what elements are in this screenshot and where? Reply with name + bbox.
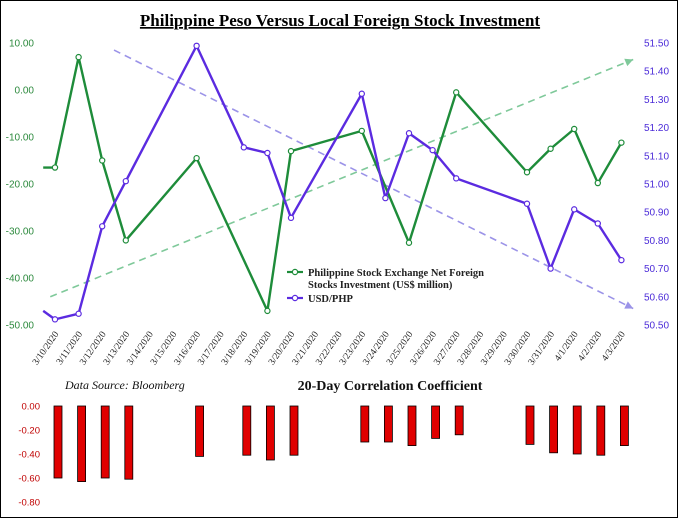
point-stock xyxy=(405,239,413,246)
point-stock xyxy=(193,154,200,162)
right-axis-tick: 51.00 xyxy=(644,180,669,191)
correlation-bar xyxy=(549,405,558,454)
point-usdphp xyxy=(571,206,578,213)
series-layer xyxy=(42,42,625,323)
point-stock xyxy=(523,169,531,176)
correlation-title: 20-Day Correlation Coefficient xyxy=(298,379,483,394)
right-axis-tick: 50.60 xyxy=(644,292,669,303)
correlation-bar xyxy=(454,405,464,436)
point-stock xyxy=(594,179,602,187)
point-usdphp xyxy=(358,90,365,97)
correlation-bar xyxy=(525,405,535,445)
right-axis-tick: 51.40 xyxy=(644,67,669,78)
legend-label-usdphp: USD/PHP xyxy=(308,294,354,305)
correlation-chart: Data Source: Bloomberg 20-Day Correlatio… xyxy=(18,378,629,509)
main-chart: Philippine Peso Versus Local Foreign Sto… xyxy=(6,11,670,368)
correlation-bar xyxy=(596,405,606,456)
correlation-bars xyxy=(53,405,629,482)
point-stock xyxy=(264,307,271,315)
legend-marker-stock xyxy=(291,268,299,276)
trendline-down xyxy=(113,49,634,310)
correlation-bar xyxy=(360,405,370,443)
point-usdphp xyxy=(122,177,130,185)
point-usdphp xyxy=(51,316,59,323)
left-axis-tick: -30.00 xyxy=(6,227,35,238)
correlation-bar xyxy=(100,405,110,479)
point-usdphp xyxy=(429,146,436,154)
legend-label-stock: Philippine Stock Exchange Net Foreign Sto… xyxy=(308,268,484,291)
corr-axis-tick: 0.00 xyxy=(22,402,41,413)
correlation-bar xyxy=(53,405,63,479)
correlation-axes: 0.00 -0.20 -0.40 -0.60 -0.80 xyxy=(18,402,40,509)
point-usdphp xyxy=(618,256,625,264)
right-axis-tick: 50.90 xyxy=(644,208,669,219)
trendline-up xyxy=(49,58,634,298)
correlation-bar xyxy=(265,405,275,461)
right-axis-tick: 51.30 xyxy=(644,95,669,106)
legend-marker-usdphp xyxy=(291,294,299,302)
trendline-down-arrow xyxy=(624,301,634,309)
point-stock xyxy=(618,139,625,146)
point-stock xyxy=(453,89,460,96)
corr-axis-tick: -0.20 xyxy=(18,426,40,437)
point-stock xyxy=(98,157,106,164)
x-axis-tick: 4/3/2020 xyxy=(600,330,628,364)
left-axis-tick: -20.00 xyxy=(6,180,35,191)
point-usdphp xyxy=(453,175,460,182)
correlation-bar xyxy=(242,405,252,456)
correlation-bar xyxy=(383,405,393,443)
data-source: Data Source: Bloomberg xyxy=(64,378,185,392)
point-stock xyxy=(547,145,554,152)
left-axis-tick: -40.00 xyxy=(6,274,35,285)
point-usdphp xyxy=(264,149,271,157)
correlation-bar xyxy=(572,405,582,455)
trendline-up-arrow xyxy=(624,58,634,67)
corr-axis-tick: -0.80 xyxy=(18,498,40,509)
point-stock xyxy=(51,164,59,171)
correlation-bar xyxy=(431,405,441,439)
point-stock xyxy=(571,125,578,133)
correlation-bar xyxy=(407,405,417,446)
point-usdphp xyxy=(547,265,554,272)
legend: Philippine Stock Exchange Net Foreign Sto… xyxy=(282,264,500,314)
chart-title: Philippine Peso Versus Local Foreign Sto… xyxy=(140,11,540,30)
point-usdphp xyxy=(240,144,247,151)
corr-axis-tick: -0.60 xyxy=(18,474,40,485)
point-usdphp xyxy=(193,42,200,50)
legend-box xyxy=(282,264,500,314)
point-stock xyxy=(358,127,365,135)
point-usdphp xyxy=(523,200,531,207)
correlation-bar xyxy=(77,405,86,482)
point-usdphp xyxy=(98,223,106,230)
correlation-bar xyxy=(620,405,629,446)
point-usdphp xyxy=(287,214,295,222)
point-stock xyxy=(287,147,295,155)
point-usdphp xyxy=(382,194,389,202)
left-axis-tick: -10.00 xyxy=(6,133,35,144)
right-axis-tick: 50.70 xyxy=(644,264,669,275)
right-axis-tick: 50.80 xyxy=(644,236,669,247)
main-axes: 10.00 0.00 -10.00 -20.00 -30.00 -40.00 -50.00 5… xyxy=(6,39,670,368)
corr-axis-tick: -0.40 xyxy=(18,450,40,461)
point-stock xyxy=(122,237,130,244)
point-usdphp xyxy=(594,220,602,227)
correlation-bar xyxy=(195,405,205,457)
correlation-bar xyxy=(124,405,134,480)
left-axis-tick: 0.00 xyxy=(15,86,35,97)
right-axis-tick: 51.20 xyxy=(644,123,669,134)
left-axis-tick: -50.00 xyxy=(6,321,35,332)
correlation-bar xyxy=(289,405,299,456)
point-stock xyxy=(75,53,82,61)
right-axis-tick: 51.50 xyxy=(644,39,669,50)
left-axis-tick: 10.00 xyxy=(9,39,34,50)
trendlines xyxy=(49,49,634,310)
right-axis-tick: 50.50 xyxy=(644,321,669,332)
series-line-stock xyxy=(43,55,623,313)
point-usdphp xyxy=(75,310,82,317)
point-usdphp xyxy=(405,130,413,137)
right-axis-tick: 51.10 xyxy=(644,151,669,162)
